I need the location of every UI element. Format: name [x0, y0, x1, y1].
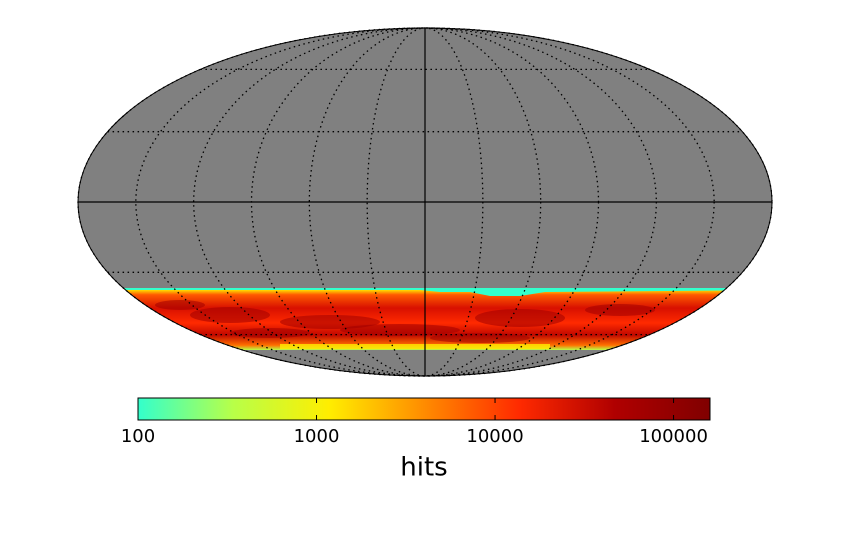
- colorbar: 100 1000 10000 100000: [121, 397, 711, 447]
- band-texture: [430, 333, 530, 343]
- band-texture: [230, 328, 310, 338]
- colorbar-tick-label: 10000: [466, 426, 523, 447]
- sky-outline: [77, 27, 773, 377]
- band-texture: [280, 315, 380, 329]
- colorbar-tick-label: 100000: [639, 426, 708, 447]
- band-lower-edge: [280, 344, 550, 349]
- colorbar-label: hits: [400, 453, 447, 483]
- colorbar-gradient: [137, 397, 711, 421]
- colorbar-tick-label: 100: [121, 426, 155, 447]
- sky-map: [77, 27, 773, 377]
- band-texture: [585, 304, 655, 316]
- colorbar-tick-label: 1000: [294, 426, 340, 447]
- band-texture: [155, 300, 205, 310]
- band-edge: [78, 288, 772, 296]
- band-texture: [475, 309, 565, 327]
- band-texture: [340, 324, 460, 336]
- band-texture: [190, 307, 270, 323]
